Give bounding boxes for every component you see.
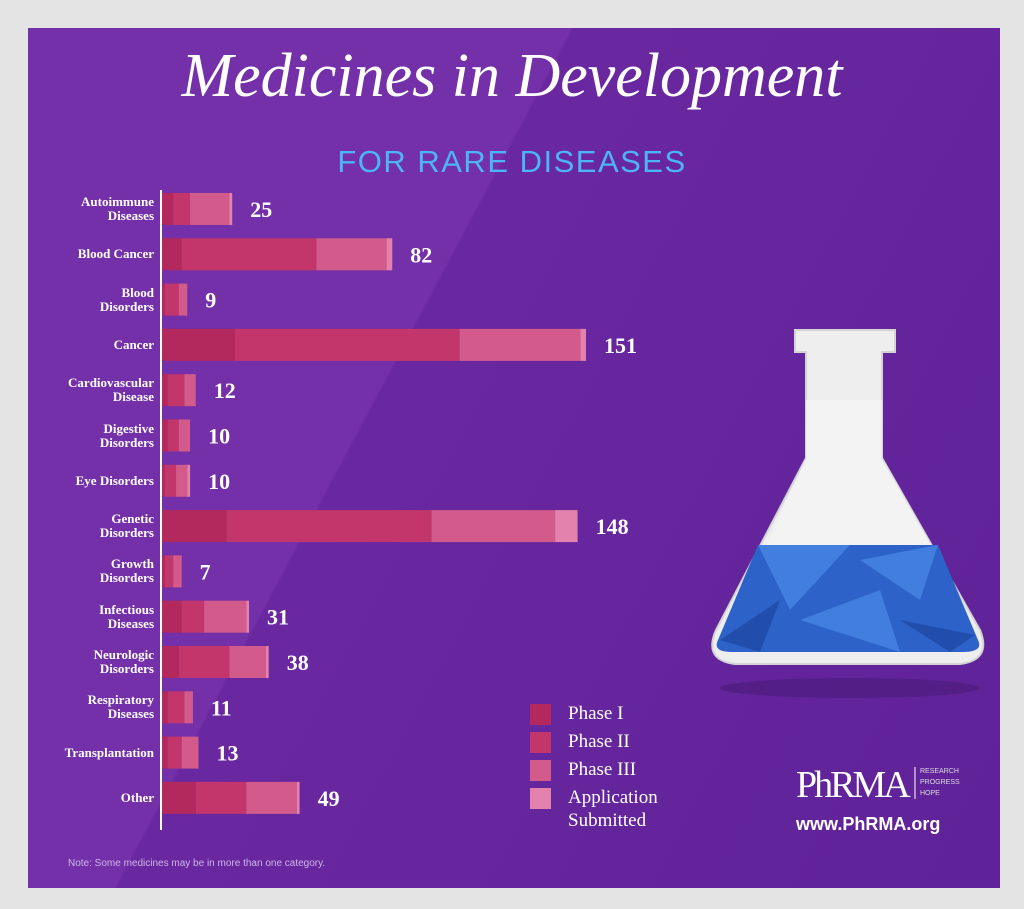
bar-segment (187, 464, 191, 497)
category-label: Genetic Disorders (99, 511, 154, 541)
bar-segment (167, 419, 179, 452)
bar-segment (184, 691, 193, 724)
bar-segment (226, 510, 432, 543)
chart-title: Medicines in Development (180, 42, 844, 110)
bar-segment (162, 283, 165, 316)
logo-url: www.PhRMA.org (795, 814, 940, 834)
bar-segment (235, 328, 460, 361)
bar-segment (162, 555, 165, 588)
total-label: 10 (208, 424, 230, 449)
legend-label: Phase I (568, 703, 624, 724)
total-label: 10 (208, 469, 230, 494)
bar-segment (265, 646, 269, 678)
category-label: Other (120, 789, 154, 805)
legend-swatch (530, 788, 551, 809)
bar-segment (162, 691, 168, 724)
bar-segment (178, 646, 230, 678)
bar-segment (178, 283, 188, 316)
total-label: 151 (604, 333, 637, 358)
total-label: 13 (217, 741, 239, 766)
logo-name: PhRMA (796, 764, 911, 806)
category-label: Neurologic Disorders (93, 647, 154, 676)
logo-tagline: RESEARCH (920, 768, 959, 775)
total-label: 49 (318, 786, 340, 811)
bar-segment (181, 238, 317, 271)
bar-segment (167, 736, 182, 769)
bar-segment (181, 736, 199, 769)
bar-segment (167, 691, 185, 724)
bar-segment (178, 419, 191, 452)
total-label: 38 (287, 650, 309, 675)
category-label: Infectious Diseases (99, 601, 154, 631)
bar-segment (181, 600, 205, 633)
bar-segment (246, 600, 250, 633)
note: Note: Some medicines may be in more than… (68, 858, 325, 869)
category-label: Cardiovascular Disease (68, 375, 154, 405)
bar-segment (184, 374, 196, 407)
total-label: 31 (267, 605, 289, 630)
bar-segment (176, 464, 188, 497)
total-label: 148 (596, 514, 629, 539)
legend-swatch (530, 704, 551, 725)
category-label: Transplantation (64, 744, 154, 760)
bar-segment (316, 238, 387, 271)
category-label: Autoimmune Diseases (81, 194, 154, 223)
bar-segment (229, 193, 233, 225)
bar-segment (162, 510, 227, 543)
bar-segment (431, 510, 556, 543)
total-label: 9 (205, 288, 216, 313)
category-label: Blood Cancer (77, 246, 154, 262)
total-label: 7 (200, 559, 211, 584)
bar-segment (296, 781, 300, 814)
bar-segment (246, 781, 297, 814)
total-label: 25 (250, 197, 272, 222)
bar-segment (162, 464, 165, 497)
total-label: 12 (214, 378, 236, 403)
bar-segment (173, 193, 191, 225)
category-label: Growth Disorders (99, 556, 154, 586)
logo-tagline: PROGRESS (920, 779, 960, 786)
total-label: 82 (410, 242, 432, 267)
flask (711, 329, 985, 698)
bar-segment (162, 600, 182, 633)
bar-segment (162, 328, 236, 361)
total-label: 11 (211, 695, 232, 720)
chart-subtitle: FOR RARE DISEASES (337, 144, 686, 179)
logo-tagline: HOPE (920, 790, 940, 797)
legend-label: Phase II (568, 731, 630, 752)
bar-segment (229, 646, 266, 678)
bar-segment (164, 464, 177, 497)
bar-segment (162, 736, 168, 769)
bar-segment (162, 419, 168, 452)
bar-segment (162, 374, 168, 407)
legend-swatch (530, 732, 551, 753)
category-label: Cancer (113, 336, 154, 352)
bar-segment (459, 328, 581, 361)
bar-segment (195, 781, 247, 814)
bar-segment (164, 555, 174, 588)
bar-segment (173, 555, 182, 588)
category-label: Blood Disorders (99, 284, 154, 314)
bar-segment (167, 374, 185, 407)
category-label: Eye Disorders (75, 472, 154, 488)
bar-segment (162, 238, 182, 271)
bar-segment (190, 193, 230, 225)
bar-segment (164, 283, 179, 316)
bar-segment (204, 600, 247, 633)
legend-label: Phase III (568, 759, 637, 780)
bar-segment (162, 781, 196, 814)
bar-segment (580, 328, 586, 361)
legend-label: Application Submitted (568, 787, 658, 831)
bar-segment (386, 238, 393, 271)
legend-swatch (530, 760, 551, 781)
bar-segment (555, 510, 578, 543)
bar-segment (162, 646, 179, 678)
category-label: Digestive Disorders (99, 420, 154, 450)
category-label: Respiratory Diseases (87, 692, 154, 722)
bar-segment (162, 193, 174, 225)
